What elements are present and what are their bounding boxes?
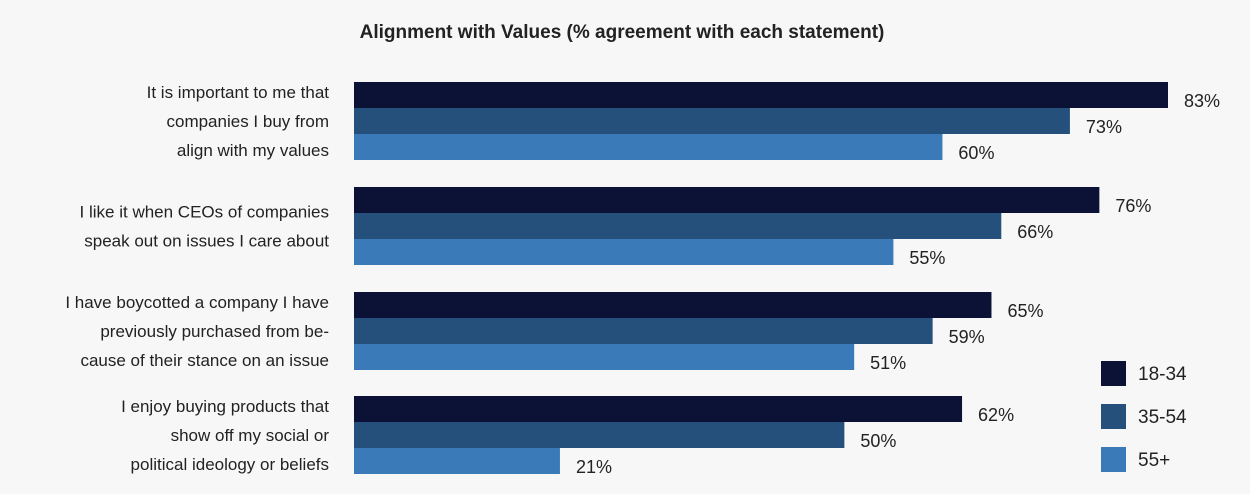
category-label-line: political ideology or beliefs [131, 455, 329, 474]
chart-title: Alignment with Values (% agreement with … [360, 22, 885, 43]
legend-swatch [1101, 361, 1126, 386]
bars-layer: 83% 73% 60% 76% 66% 55% 65% 59% 51% 62% 50% 21% [354, 82, 1220, 477]
bar [354, 396, 963, 422]
value-label: 55% [909, 248, 945, 268]
bar [354, 187, 1100, 213]
value-label: 66% [1017, 222, 1053, 242]
category-label-line: I enjoy buying products that [121, 397, 329, 416]
category-label-line: companies I buy from [166, 112, 329, 131]
legend: 18-34 35-54 55+ [1101, 361, 1187, 472]
value-label: 65% [1007, 301, 1043, 321]
legend-label: 18-34 [1138, 364, 1187, 385]
category-labels: It is important to me that companies I bu… [65, 83, 329, 474]
value-label: 51% [870, 353, 906, 373]
category-label-line: I have boycotted a company I have [65, 293, 329, 312]
category-label: I have boycotted a company I have previou… [65, 293, 329, 370]
value-label: 21% [576, 457, 612, 477]
category-label-line: show off my social or [171, 426, 330, 445]
bar [354, 292, 992, 318]
bar [354, 239, 894, 265]
legend-swatch [1101, 404, 1126, 429]
category-label-line: align with my values [177, 141, 329, 160]
legend-swatch [1101, 447, 1126, 472]
category-label-line: I like it when CEOs of companies [80, 203, 329, 222]
category-label-line: previously purchased from be- [100, 322, 329, 341]
bar [354, 448, 560, 474]
value-label: 73% [1086, 117, 1122, 137]
value-label: 59% [949, 327, 985, 347]
value-label: 60% [958, 143, 994, 163]
legend-label: 35-54 [1138, 407, 1187, 428]
category-label: I enjoy buying products that show off my … [121, 397, 329, 474]
value-label: 50% [860, 431, 896, 451]
bar [354, 344, 855, 370]
bar [354, 318, 933, 344]
category-label: It is important to me that companies I bu… [147, 83, 330, 160]
value-label: 76% [1115, 196, 1151, 216]
value-label: 83% [1184, 91, 1220, 111]
category-label-line: It is important to me that [147, 83, 330, 102]
bar [354, 422, 845, 448]
bar [354, 108, 1070, 134]
category-label-line: cause of their stance on an issue [80, 351, 329, 370]
value-label: 62% [978, 405, 1014, 425]
legend-label: 55+ [1138, 450, 1170, 471]
bar [354, 82, 1168, 108]
bar [354, 213, 1002, 239]
category-label-line: speak out on issues I care about [84, 232, 329, 251]
bar [354, 134, 943, 160]
category-label: I like it when CEOs of companies speak ou… [80, 203, 330, 251]
